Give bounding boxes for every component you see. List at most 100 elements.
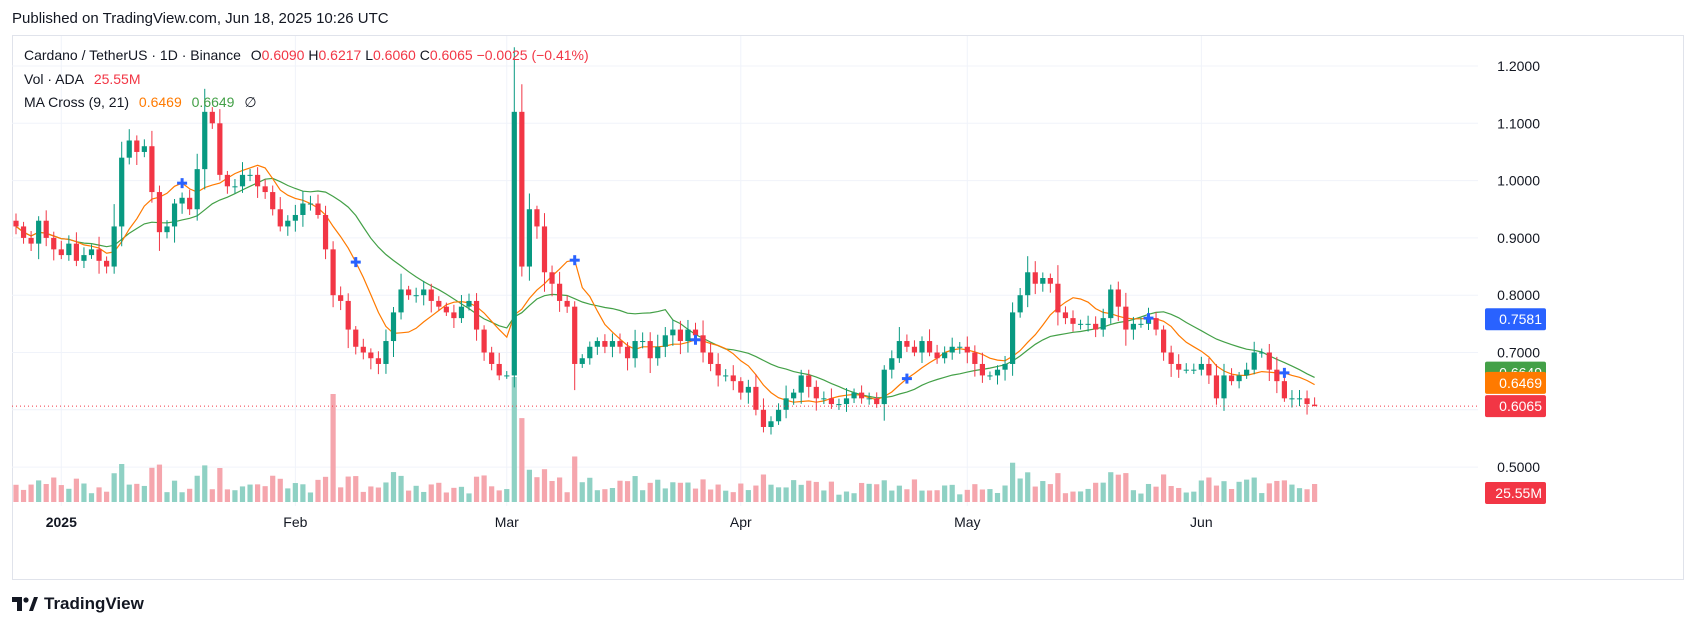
volume-bar xyxy=(345,476,351,502)
volume-bar xyxy=(813,481,819,502)
y-tick-label: 0.8000 xyxy=(1497,287,1540,303)
candle xyxy=(141,139,147,158)
volume-bar xyxy=(889,490,895,502)
candle-body xyxy=(647,341,653,359)
cross-marker xyxy=(1279,367,1290,378)
candle-body xyxy=(58,249,64,256)
volume-bar xyxy=(1085,488,1091,502)
candle xyxy=(277,197,283,232)
volume-bar xyxy=(360,491,366,502)
candle-body xyxy=(783,398,789,410)
volume-bar xyxy=(481,475,487,502)
candle-body xyxy=(239,174,246,187)
candle xyxy=(111,204,117,274)
volume-bar xyxy=(20,489,27,502)
volume-label: Vol · ADA xyxy=(24,71,84,87)
candle xyxy=(1251,341,1257,375)
candle xyxy=(1221,363,1227,411)
volume-bar xyxy=(1002,485,1008,502)
price-tag: 25.55M xyxy=(1485,482,1546,504)
candle-body xyxy=(217,123,223,175)
volume-bar xyxy=(428,484,434,502)
chart-frame[interactable] xyxy=(12,35,1684,580)
volume-bar xyxy=(338,487,344,502)
candle xyxy=(1100,308,1106,337)
candle-body xyxy=(413,295,419,297)
candle-body xyxy=(964,346,970,353)
volume-bar xyxy=(1168,486,1174,502)
volume-bars xyxy=(13,377,1318,502)
candle xyxy=(791,388,797,405)
volume-bar xyxy=(866,483,872,502)
candle xyxy=(1017,287,1023,318)
brand-name: TradingView xyxy=(44,594,144,613)
candle-body xyxy=(775,409,782,422)
candle xyxy=(1032,261,1038,295)
candle-body xyxy=(753,386,759,410)
candle xyxy=(843,387,850,412)
candle-body xyxy=(360,346,366,353)
candle xyxy=(187,189,193,215)
x-tick-label: 2025 xyxy=(46,514,77,530)
candle xyxy=(322,205,329,260)
candle-body xyxy=(81,255,87,261)
x-tick-label: Apr xyxy=(730,514,752,530)
volume-bar xyxy=(1115,474,1121,502)
volume-bar xyxy=(783,487,789,502)
volume-bar xyxy=(104,491,110,502)
candle-body xyxy=(1221,375,1227,399)
volume-bar xyxy=(383,482,389,502)
volume-bar xyxy=(730,492,736,502)
volume-bar xyxy=(1077,491,1084,502)
price-tag-text: 0.6469 xyxy=(1499,375,1542,391)
volume-bar xyxy=(647,482,653,502)
volume-bar xyxy=(708,489,714,502)
y-tick-label: 0.5000 xyxy=(1497,459,1540,475)
volume-bar xyxy=(421,491,427,502)
volume-bar xyxy=(851,493,857,502)
candle xyxy=(768,416,774,435)
candle xyxy=(919,336,925,364)
volume-bar xyxy=(247,484,253,502)
candle-body xyxy=(609,341,616,347)
candle xyxy=(436,296,442,311)
volume-bar xyxy=(519,418,525,502)
volume-bar xyxy=(609,487,616,502)
candle xyxy=(534,205,540,239)
volume-bar xyxy=(239,486,246,502)
legend-volume[interactable]: Vol · ADA 25.55M xyxy=(24,71,147,87)
volume-bar xyxy=(1070,491,1076,502)
candle xyxy=(1228,368,1235,386)
candle xyxy=(104,256,110,274)
candle-body xyxy=(1017,295,1023,313)
volume-bar xyxy=(126,484,132,502)
price-tag: 0.6469 xyxy=(1485,371,1546,394)
volume-bar xyxy=(677,482,683,502)
legend-ma-cross[interactable]: MA Cross (9, 21) 0.6469 0.6649 ∅ xyxy=(24,94,263,111)
volume-bar xyxy=(1296,488,1303,502)
close-value: 0.6065 xyxy=(429,47,473,63)
candle-body xyxy=(534,209,540,227)
volume-bar xyxy=(489,486,495,502)
candle-body xyxy=(1244,369,1250,376)
candle-body xyxy=(655,346,661,359)
candle xyxy=(753,374,759,416)
volume-bar xyxy=(255,484,261,502)
candle-body xyxy=(111,226,117,267)
candle xyxy=(926,329,933,357)
candle xyxy=(13,213,19,235)
candle xyxy=(458,295,465,323)
volume-bar xyxy=(1312,484,1318,502)
tradingview-brand[interactable]: TradingView xyxy=(12,594,144,614)
candle xyxy=(957,342,963,354)
volume-bar xyxy=(1236,481,1242,502)
volume-bar xyxy=(436,482,442,502)
candle-body xyxy=(451,312,457,319)
candle-body xyxy=(292,214,298,221)
candle xyxy=(730,365,736,391)
candle-body xyxy=(156,192,163,233)
candle-body xyxy=(1040,278,1046,284)
candle xyxy=(1236,371,1242,389)
candle xyxy=(519,84,525,277)
